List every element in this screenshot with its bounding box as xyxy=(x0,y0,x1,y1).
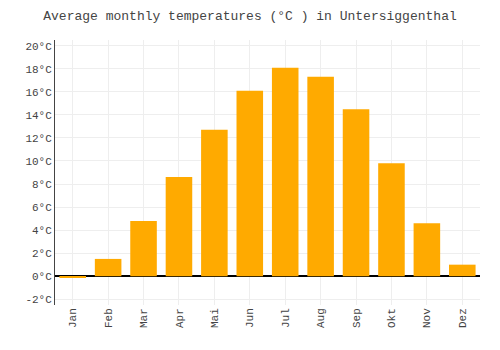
svg-text:Mai: Mai xyxy=(209,308,221,328)
svg-text:Jun: Jun xyxy=(244,308,256,328)
svg-text:Feb: Feb xyxy=(103,308,115,328)
svg-text:Sep: Sep xyxy=(351,308,363,328)
svg-text:Mar: Mar xyxy=(138,308,150,328)
svg-text:12°C: 12°C xyxy=(25,133,52,145)
svg-text:-2°C: -2°C xyxy=(25,294,52,306)
svg-text:Jul: Jul xyxy=(280,308,292,328)
svg-text:2°C: 2°C xyxy=(32,248,52,260)
svg-text:Average monthly temperatures (: Average monthly temperatures (°C ) in Un… xyxy=(43,9,457,24)
svg-text:4°C: 4°C xyxy=(32,225,52,237)
svg-text:14°C: 14°C xyxy=(25,110,52,122)
svg-text:Okt: Okt xyxy=(386,308,398,328)
svg-text:6°C: 6°C xyxy=(32,202,52,214)
svg-text:Nov: Nov xyxy=(421,308,433,328)
svg-text:Dez: Dez xyxy=(457,308,469,328)
svg-text:Aug: Aug xyxy=(315,308,327,328)
svg-text:0°C: 0°C xyxy=(32,271,52,283)
svg-text:10°C: 10°C xyxy=(25,156,52,168)
svg-text:Apr: Apr xyxy=(174,308,186,328)
svg-text:16°C: 16°C xyxy=(25,87,52,99)
svg-text:20°C: 20°C xyxy=(25,41,52,53)
svg-text:18°C: 18°C xyxy=(25,64,52,76)
svg-text:8°C: 8°C xyxy=(32,179,52,191)
svg-text:Jan: Jan xyxy=(67,308,79,328)
